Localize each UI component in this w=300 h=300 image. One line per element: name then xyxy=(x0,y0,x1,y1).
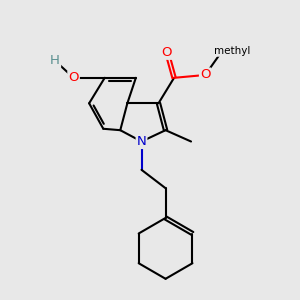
Text: O: O xyxy=(200,68,210,82)
Text: O: O xyxy=(162,46,172,59)
Text: methyl: methyl xyxy=(214,46,250,56)
Text: N: N xyxy=(136,135,146,148)
Text: H: H xyxy=(50,54,60,67)
Text: O: O xyxy=(68,71,79,84)
